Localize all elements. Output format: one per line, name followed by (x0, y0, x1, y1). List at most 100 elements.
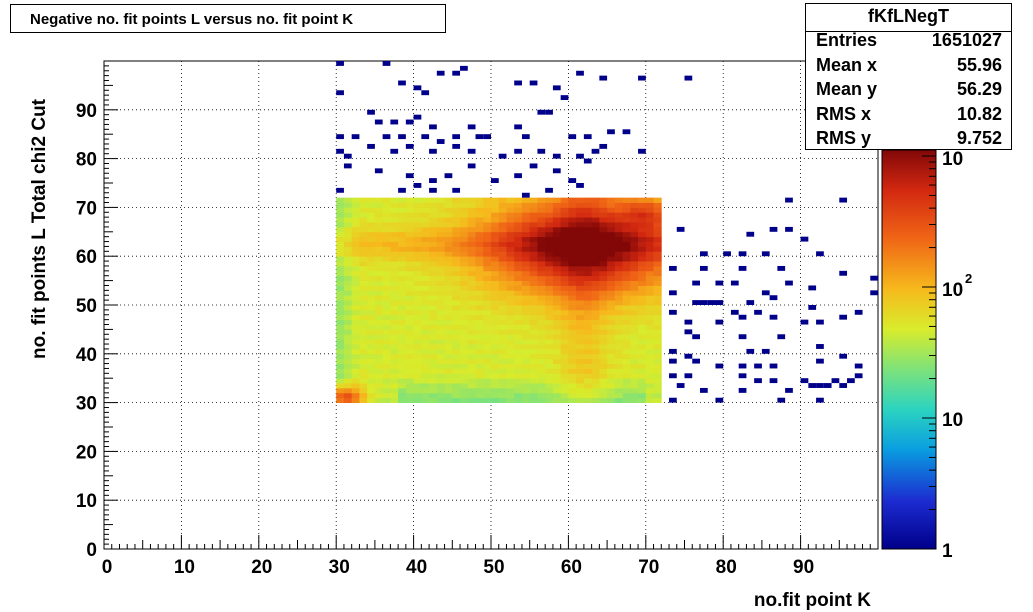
heatmap-cell (491, 226, 500, 233)
heatmap-cell (374, 387, 384, 394)
heatmap-cell (560, 202, 569, 208)
heatmap-cell (529, 285, 538, 291)
heatmap-cell (537, 383, 546, 389)
heatmap-cell (483, 383, 492, 389)
heatmap-cell (367, 334, 376, 340)
heatmap-cell (545, 226, 554, 233)
heatmap-cell (429, 280, 438, 286)
heatmap-cell (336, 324, 345, 330)
heatmap-cell (374, 295, 384, 301)
heatmap-cell (614, 324, 623, 330)
heatmap-cell (545, 363, 554, 369)
heatmap-cell (607, 222, 616, 228)
heatmap-cell (599, 353, 608, 360)
heatmap-cell (405, 344, 414, 350)
heatmap-cell (514, 285, 523, 291)
heatmap-cell (421, 231, 430, 238)
heatmap-cell (645, 368, 654, 374)
heatmap-cell (622, 329, 631, 335)
heatmap-cell (398, 236, 407, 242)
heatmap-cell (607, 363, 616, 369)
heatmap-cell (405, 348, 414, 355)
x-axis-label: no.fit point K (754, 590, 871, 611)
heatmap-cell (638, 392, 647, 399)
heatmap-cell (645, 226, 654, 233)
heatmap-cell (390, 202, 399, 208)
heatmap-cell (452, 256, 461, 262)
heatmap-cell (483, 251, 492, 257)
heatmap-cell (436, 295, 445, 301)
y-tick-label: 80 (76, 150, 97, 171)
heatmap-cell (359, 334, 368, 340)
heatmap-cell (498, 270, 507, 277)
heatmap-cell (343, 290, 353, 296)
heatmap-cell (475, 217, 484, 223)
heatmap-cell (413, 373, 422, 379)
sparse-cell (444, 173, 453, 179)
heatmap-cell (444, 231, 453, 238)
heatmap-cell (599, 378, 608, 384)
heatmap-cell (560, 334, 569, 340)
heatmap-cell (398, 285, 407, 291)
heatmap-cell (452, 236, 461, 242)
heatmap-cell (467, 368, 476, 374)
heatmap-cell (460, 378, 469, 384)
heatmap-cell (514, 368, 523, 374)
heatmap-cell (514, 324, 523, 330)
heatmap-cell (607, 314, 616, 321)
heatmap-cell (653, 256, 662, 262)
heatmap-cell (638, 383, 647, 389)
heatmap-cell (351, 270, 360, 277)
heatmap-cell (537, 241, 546, 247)
heatmap-cell (491, 314, 500, 321)
heatmap-cell (382, 231, 391, 238)
heatmap-cell (653, 300, 662, 306)
heatmap-cell (336, 251, 345, 257)
heatmap-cell (583, 290, 593, 296)
heatmap-cell (568, 280, 577, 286)
heatmap-cell (630, 202, 639, 208)
heatmap-cell (583, 222, 593, 228)
heatmap-cell (405, 373, 414, 379)
heatmap-cell (521, 207, 531, 213)
heatmap-cell (460, 222, 469, 228)
heatmap-cell (537, 324, 546, 330)
heatmap-cell (506, 348, 515, 355)
heatmap-cell (351, 265, 360, 272)
heatmap-cell (452, 319, 461, 325)
sparse-cell (460, 65, 468, 71)
heatmap-cell (630, 212, 639, 218)
heatmap-cell (645, 197, 654, 203)
heatmap-cell (568, 207, 577, 213)
heatmap-cell (537, 231, 546, 238)
sparse-cell (777, 334, 786, 340)
heatmap-cell (638, 231, 647, 238)
heatmap-cell (413, 275, 422, 281)
heatmap-cell (390, 251, 399, 257)
heatmap-cell (521, 373, 531, 379)
heatmap-cell (491, 251, 500, 257)
sparse-cell (343, 153, 352, 159)
heatmap-cell (537, 197, 546, 203)
heatmap-cell (413, 319, 422, 325)
heatmap-cell (599, 319, 608, 325)
heatmap-cell (576, 231, 585, 238)
heatmap-cell (630, 207, 639, 213)
heatmap-cell (545, 353, 554, 360)
sparse-cell (692, 334, 700, 340)
sparse-cell (692, 280, 700, 286)
heatmap-cell (367, 241, 376, 247)
heatmap-cell (483, 212, 492, 218)
heatmap-cell (374, 290, 384, 296)
heatmap-cell (576, 353, 585, 360)
heatmap-cell (591, 241, 600, 247)
heatmap-cell (638, 373, 647, 379)
heatmap-cell (576, 217, 585, 223)
heatmap-cell (359, 256, 368, 262)
heatmap-cell (583, 319, 593, 325)
heatmap-cell (405, 378, 414, 384)
heatmap-cell (607, 378, 616, 384)
heatmap-cell (653, 295, 662, 301)
heatmap-cell (506, 261, 515, 267)
heatmap-cell (560, 290, 569, 296)
